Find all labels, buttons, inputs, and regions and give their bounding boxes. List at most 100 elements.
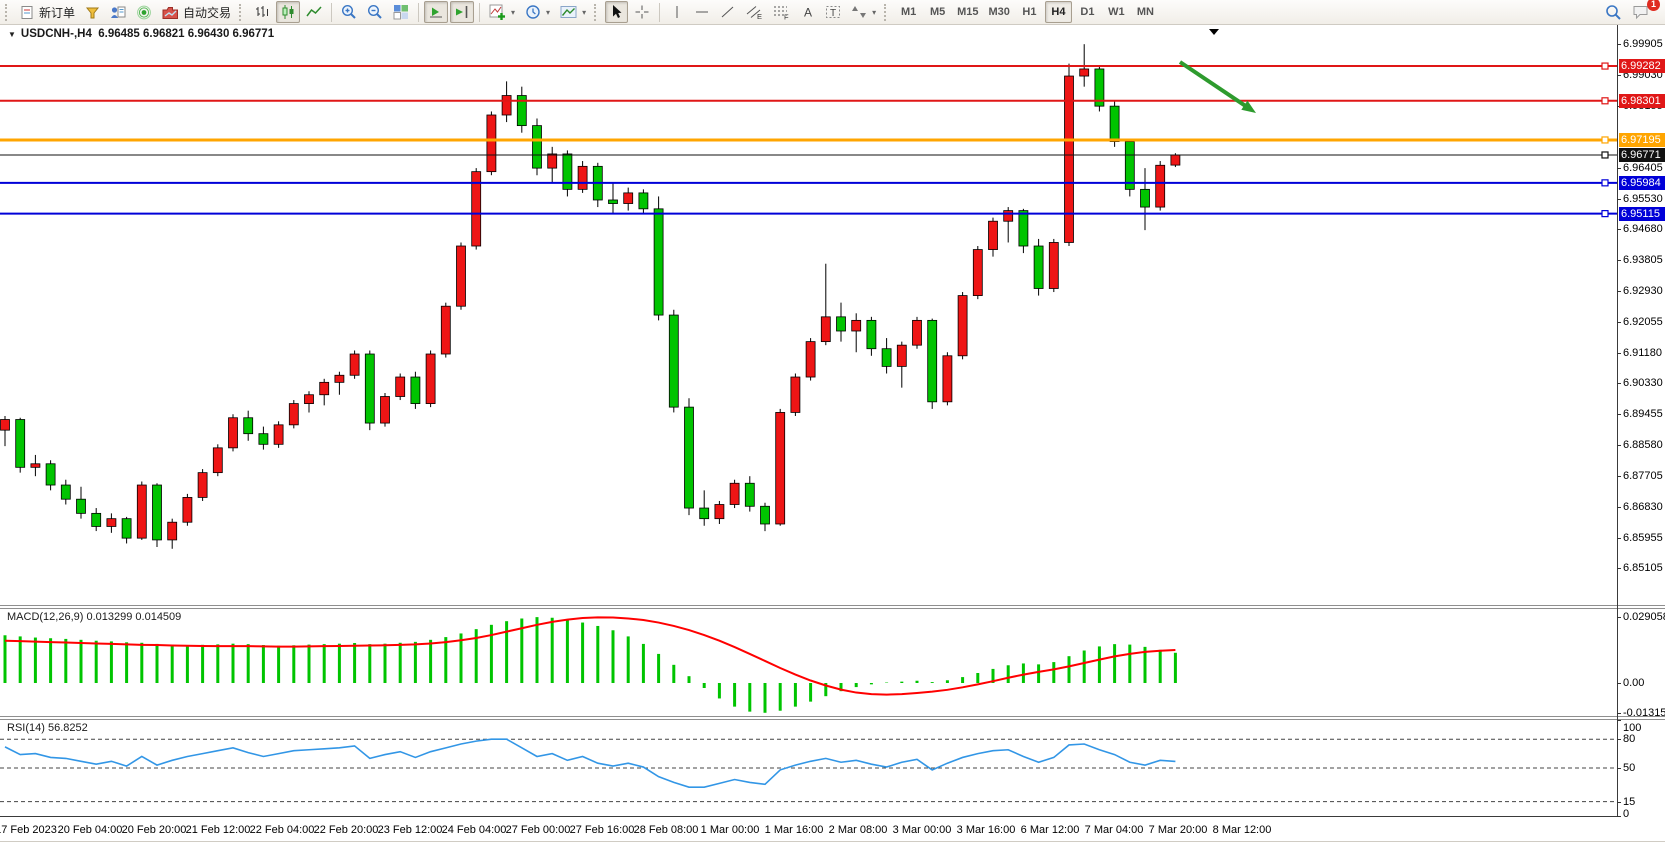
fibonacci-tool-button[interactable]: F bbox=[769, 1, 794, 23]
panel-splitter[interactable] bbox=[0, 716, 1665, 717]
vertical-line-tool-button[interactable] bbox=[665, 1, 688, 23]
price-axis-tick bbox=[1617, 476, 1621, 477]
zoom-out-button[interactable] bbox=[363, 1, 387, 23]
timeframe-m15-button[interactable]: M15 bbox=[953, 1, 982, 23]
timeframe-d1-button[interactable]: D1 bbox=[1074, 1, 1101, 23]
time-axis-label: 1 Mar 16:00 bbox=[764, 824, 824, 836]
bar-chart-icon bbox=[256, 6, 269, 17]
timeframe-mn-button[interactable]: MN bbox=[1132, 1, 1159, 23]
candlestick-chart-button[interactable] bbox=[276, 1, 301, 23]
periods-button[interactable]: ▾ bbox=[521, 1, 554, 23]
search-button[interactable] bbox=[1601, 1, 1626, 23]
macd-axis-label: 0.029058 bbox=[1623, 611, 1665, 623]
panel-splitter[interactable] bbox=[0, 605, 1665, 606]
dropdown-caret-icon: ▾ bbox=[546, 7, 551, 17]
templates-button[interactable]: ▾ bbox=[556, 1, 590, 23]
time-axis-label: 27 Feb 00:00 bbox=[505, 824, 571, 836]
channel-tool-button[interactable]: E bbox=[742, 1, 767, 23]
rsi-axis-label: 50 bbox=[1623, 762, 1636, 774]
new-order-button[interactable]: 新订单 bbox=[16, 1, 79, 23]
hline-price-tag: 6.95115 bbox=[1619, 207, 1665, 221]
svg-text:F: F bbox=[784, 13, 789, 21]
macd-axis-label: 0.00 bbox=[1623, 677, 1645, 689]
chat-notifications-button[interactable]: 1 bbox=[1628, 0, 1660, 23]
market-watch-button[interactable] bbox=[106, 1, 130, 23]
price-axis-label: 6.92930 bbox=[1623, 285, 1663, 297]
timeframe-m30-button[interactable]: M30 bbox=[985, 1, 1014, 23]
panel-splitter[interactable] bbox=[0, 608, 1665, 609]
price-axis-line bbox=[1617, 25, 1618, 816]
timeframe-h4-button[interactable]: H4 bbox=[1044, 1, 1072, 23]
broadcast-button[interactable] bbox=[132, 1, 156, 23]
price-axis-label: 6.93805 bbox=[1623, 254, 1663, 266]
bar-chart-button[interactable] bbox=[250, 1, 274, 23]
panel-splitter[interactable] bbox=[0, 719, 1665, 720]
notification-badge: 1 bbox=[1647, 0, 1660, 11]
price-chart-panel[interactable] bbox=[0, 25, 1617, 605]
hline-price-tag: 6.96771 bbox=[1619, 148, 1665, 162]
timeframe-m5-button[interactable]: M5 bbox=[924, 1, 951, 23]
rsi-panel[interactable] bbox=[0, 720, 1617, 816]
price-axis-tick bbox=[1617, 568, 1621, 569]
dropdown-caret-icon: ▾ bbox=[511, 7, 516, 17]
cursor-tool-button[interactable] bbox=[605, 1, 629, 23]
candlestick-chart-icon bbox=[282, 5, 294, 19]
macd-panel[interactable] bbox=[0, 609, 1617, 716]
toolbar-drag-handle[interactable] bbox=[594, 3, 599, 21]
cursor-icon bbox=[613, 5, 622, 18]
time-axis-label: 20 Feb 04:00 bbox=[57, 824, 123, 836]
price-axis-tick bbox=[1617, 414, 1621, 415]
rsi-label: RSI(14) 56.8252 bbox=[7, 722, 88, 734]
price-axis-tick bbox=[1617, 229, 1621, 230]
price-axis-tick bbox=[1617, 199, 1621, 200]
indicators-button[interactable]: ▾ bbox=[485, 1, 519, 23]
channel-icon: E bbox=[746, 6, 762, 20]
price-axis-tick bbox=[1617, 353, 1621, 354]
price-axis-tick bbox=[1617, 44, 1621, 45]
timeframe-m1-button[interactable]: M1 bbox=[895, 1, 922, 23]
line-chart-button[interactable] bbox=[302, 1, 326, 23]
hline-price-tag: 6.98301 bbox=[1619, 94, 1665, 108]
timeframe-h1-button[interactable]: H1 bbox=[1016, 1, 1043, 23]
arrows-tool-button[interactable]: ▾ bbox=[847, 1, 880, 23]
chart-shift-button[interactable] bbox=[450, 1, 475, 23]
time-axis-label: 1 Mar 00:00 bbox=[700, 824, 760, 836]
trendline-tool-button[interactable] bbox=[716, 1, 740, 23]
time-axis-label: 8 Mar 12:00 bbox=[1212, 824, 1272, 836]
toolbar-drag-handle[interactable] bbox=[5, 3, 10, 21]
rsi-axis-label: 0 bbox=[1623, 808, 1630, 820]
timeframe-w1-button[interactable]: W1 bbox=[1103, 1, 1130, 23]
macd-axis-tick bbox=[1617, 683, 1621, 684]
toolbar-drag-handle[interactable] bbox=[884, 3, 889, 21]
metaeditor-button[interactable] bbox=[81, 1, 104, 23]
zoom-in-button[interactable] bbox=[337, 1, 361, 23]
text-label-tool-button[interactable]: T bbox=[821, 1, 845, 23]
fibonacci-icon: F bbox=[774, 6, 789, 21]
text-label-icon: T bbox=[826, 6, 841, 19]
tile-windows-button[interactable] bbox=[389, 1, 413, 23]
price-axis-label: 6.95530 bbox=[1623, 193, 1663, 205]
horizontal-line-tool-button[interactable] bbox=[690, 1, 714, 23]
chart-shift-icon bbox=[456, 6, 468, 18]
autotrading-button[interactable]: 自动交易 bbox=[158, 1, 235, 23]
price-axis-tick bbox=[1617, 507, 1621, 508]
zoom-in-icon bbox=[342, 4, 356, 19]
symbol-dropdown-icon[interactable]: ▼ bbox=[8, 30, 16, 39]
time-axis-label: 17 Feb 2023 bbox=[0, 824, 57, 836]
autotrading-label: 自动交易 bbox=[183, 5, 232, 20]
time-axis-label: 3 Mar 00:00 bbox=[892, 824, 952, 836]
price-axis-label: 6.87705 bbox=[1623, 470, 1663, 482]
toolbar-drag-handle[interactable] bbox=[239, 3, 244, 21]
toolbar-separator bbox=[479, 2, 481, 22]
templates-icon bbox=[560, 6, 577, 18]
price-axis-label: 6.85105 bbox=[1623, 562, 1663, 574]
text-tool-button[interactable]: A bbox=[796, 1, 819, 23]
rsi-axis-label: 80 bbox=[1623, 733, 1636, 745]
rsi-axis-tick bbox=[1617, 739, 1621, 740]
dropdown-caret-icon: ▾ bbox=[872, 7, 877, 17]
auto-scroll-button[interactable] bbox=[424, 1, 449, 23]
crosshair-tool-button[interactable] bbox=[630, 1, 654, 23]
trend-arrow-annotation bbox=[1241, 100, 1256, 113]
line-chart-icon bbox=[306, 6, 322, 17]
